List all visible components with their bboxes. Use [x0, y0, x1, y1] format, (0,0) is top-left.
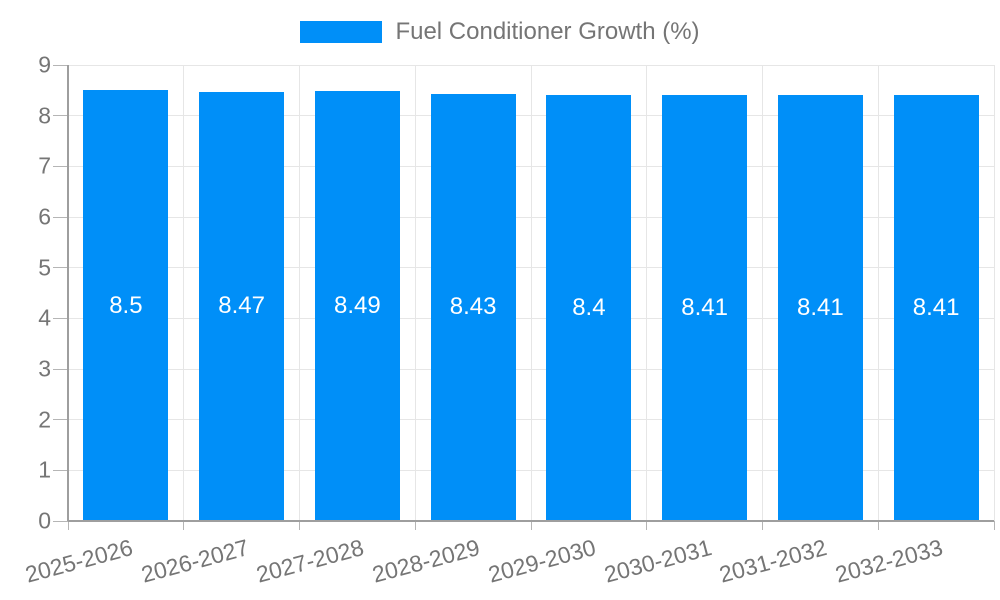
bar-value-label: 8.49: [334, 291, 381, 319]
legend-item[interactable]: Fuel Conditioner Growth (%): [300, 18, 700, 46]
y-axis-tick: [53, 165, 68, 167]
legend-swatch-icon: [300, 21, 383, 43]
x-tick-label: 2027-2028: [253, 534, 367, 588]
bar-value-label: 8.41: [912, 293, 960, 321]
x-tick-label: 2032-2033: [832, 534, 946, 588]
x-axis-tick: [877, 521, 879, 530]
y-tick-label: 8: [38, 102, 51, 129]
bar[interactable]: [83, 90, 169, 521]
x-gridline: [299, 65, 300, 521]
y-axis-tick: [53, 267, 68, 269]
x-tick-label: 2031-2032: [716, 534, 830, 588]
x-axis-tick: [762, 521, 763, 530]
y-tick-label: 4: [38, 304, 51, 331]
x-gridline: [183, 65, 185, 521]
bar[interactable]: [662, 94, 748, 521]
y-axis-tick: [53, 64, 68, 66]
bar-value-label: 8.41: [797, 293, 844, 321]
y-tick-label: 0: [38, 507, 51, 534]
y-axis-line: [67, 65, 69, 521]
bar-value-label: 8.47: [218, 292, 265, 320]
y-tick-label: 1: [38, 456, 51, 483]
y-axis-tick: [53, 115, 68, 117]
legend-label: Fuel Conditioner Growth (%): [395, 18, 700, 45]
y-axis-tick: [53, 520, 68, 522]
y-tick-label: 2: [38, 406, 51, 433]
bar[interactable]: [546, 95, 632, 521]
x-tick-label: 2029-2030: [485, 534, 599, 588]
bar-value-label: 8.4: [572, 294, 606, 322]
y-tick-label: 6: [38, 203, 51, 230]
x-axis-tick: [993, 521, 995, 530]
legend: Fuel Conditioner Growth (%): [0, 18, 1000, 46]
x-axis-tick: [183, 521, 185, 530]
y-axis-tick: [53, 419, 68, 421]
x-gridline: [877, 65, 879, 521]
y-tick-label: 3: [38, 355, 51, 382]
x-tick-label: 2025-2026: [22, 534, 136, 588]
bar[interactable]: [430, 93, 516, 521]
x-axis-tick: [299, 521, 300, 530]
y-axis-tick: [53, 469, 68, 471]
x-tick-label: 2028-2029: [369, 534, 483, 588]
x-gridline: [646, 65, 648, 521]
x-axis-tick: [414, 521, 416, 530]
bar[interactable]: [777, 94, 863, 521]
y-tick-label: 5: [38, 254, 51, 281]
bar[interactable]: [893, 94, 979, 521]
y-axis-tick: [53, 317, 68, 319]
bar[interactable]: [314, 90, 400, 521]
x-gridline: [414, 65, 416, 521]
y-tick-label: 9: [38, 51, 51, 78]
bar-value-label: 8.41: [681, 293, 728, 321]
y-axis-tick: [53, 216, 68, 218]
x-axis-tick: [67, 521, 69, 530]
bar-value-label: 8.5: [109, 291, 143, 319]
y-tick-label: 7: [38, 152, 51, 179]
x-axis-baseline: [68, 520, 994, 522]
bar[interactable]: [199, 91, 285, 521]
x-axis-tick: [530, 521, 532, 530]
x-gridline: [530, 65, 532, 521]
x-axis-tick: [646, 521, 648, 530]
bar-value-label: 8.43: [449, 293, 497, 321]
x-tick-label: 2026-2027: [138, 534, 252, 588]
x-tick-label: 2030-2031: [601, 534, 715, 588]
x-gridline: [993, 65, 995, 521]
y-axis-tick: [53, 368, 68, 370]
x-gridline: [762, 65, 763, 521]
